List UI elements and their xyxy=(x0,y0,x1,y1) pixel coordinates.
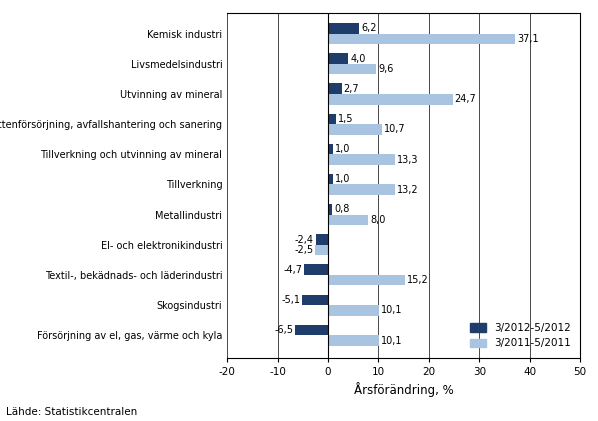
Text: 15,2: 15,2 xyxy=(407,275,428,285)
Text: 4,0: 4,0 xyxy=(350,53,365,64)
Text: 1,5: 1,5 xyxy=(338,114,353,124)
Text: 1,0: 1,0 xyxy=(335,144,350,154)
Text: 13,2: 13,2 xyxy=(396,185,418,195)
Bar xyxy=(328,114,335,124)
Bar xyxy=(328,184,395,195)
Bar xyxy=(328,144,333,155)
Bar xyxy=(328,124,382,135)
Text: 8,0: 8,0 xyxy=(370,215,386,225)
Bar xyxy=(328,53,348,64)
Bar xyxy=(328,305,379,316)
Bar xyxy=(303,295,328,305)
Bar xyxy=(328,64,376,75)
Text: 24,7: 24,7 xyxy=(454,94,476,104)
Text: -5,1: -5,1 xyxy=(281,295,300,305)
Legend: 3/2012-5/2012, 3/2011-5/2011: 3/2012-5/2012, 3/2011-5/2011 xyxy=(466,319,575,353)
Text: -4,7: -4,7 xyxy=(283,265,303,274)
Bar xyxy=(328,275,405,285)
X-axis label: Årsförändring, %: Årsförändring, % xyxy=(354,382,453,397)
Bar xyxy=(316,234,328,245)
Text: 13,3: 13,3 xyxy=(397,155,419,165)
Bar xyxy=(328,83,341,94)
Text: 37,1: 37,1 xyxy=(517,34,539,44)
Bar xyxy=(328,174,333,184)
Bar xyxy=(328,34,515,44)
Text: 2,7: 2,7 xyxy=(344,84,359,94)
Bar xyxy=(304,264,328,275)
Bar xyxy=(328,335,379,346)
Text: 6,2: 6,2 xyxy=(361,24,377,33)
Text: -2,4: -2,4 xyxy=(295,234,314,245)
Bar xyxy=(328,23,359,34)
Bar xyxy=(328,204,332,215)
Bar xyxy=(295,325,328,335)
Text: -6,5: -6,5 xyxy=(274,325,293,335)
Text: 0,8: 0,8 xyxy=(334,204,349,214)
Text: 10,1: 10,1 xyxy=(381,336,402,346)
Text: 10,1: 10,1 xyxy=(381,305,402,315)
Text: 1,0: 1,0 xyxy=(335,174,350,184)
Text: Lähde: Statistikcentralen: Lähde: Statistikcentralen xyxy=(6,407,137,417)
Bar xyxy=(328,94,453,104)
Text: 9,6: 9,6 xyxy=(379,64,394,74)
Bar xyxy=(316,245,328,256)
Bar xyxy=(328,155,395,165)
Bar xyxy=(328,215,368,225)
Text: 10,7: 10,7 xyxy=(384,125,405,134)
Text: -2,5: -2,5 xyxy=(294,245,313,255)
